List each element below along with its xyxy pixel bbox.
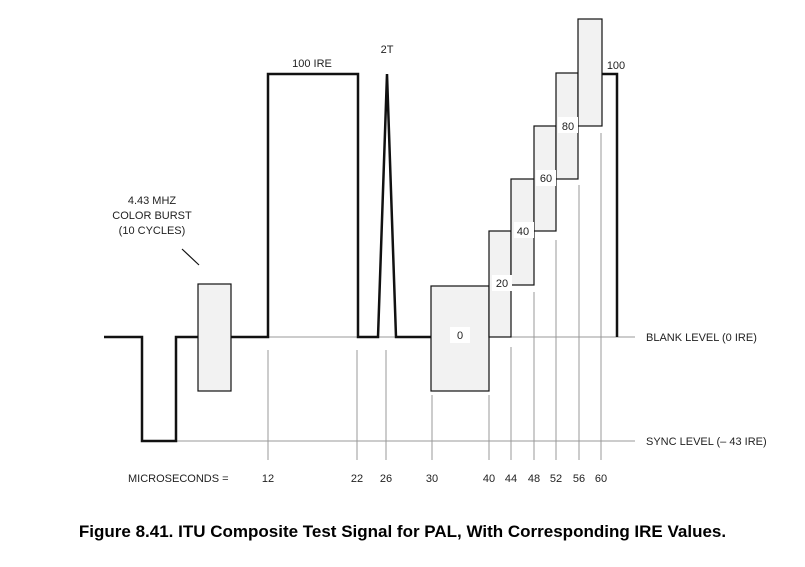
tick-56: 56 <box>573 473 585 485</box>
burst-label-3: (10 CYCLES) <box>119 225 186 237</box>
step-label-40: 40 <box>517 226 529 238</box>
step-label-100: 100 <box>607 60 625 72</box>
time-tick-lines <box>267 133 602 460</box>
tick-26: 26 <box>380 473 392 485</box>
tick-40: 40 <box>483 473 495 485</box>
burst-label-1: 4.43 MHZ <box>128 195 177 207</box>
tick-44: 44 <box>505 473 517 485</box>
waveform <box>104 335 198 443</box>
ire100-label: 100 IRE <box>292 58 332 70</box>
waveform-2 <box>231 72 431 339</box>
burst-pointer <box>181 248 200 266</box>
step-box-100 <box>577 18 603 127</box>
sync-level-label: SYNC LEVEL (– 43 IRE) <box>646 436 767 448</box>
tick-60: 60 <box>595 473 607 485</box>
step-label-0: 0 <box>457 330 463 342</box>
step-label-20: 20 <box>496 278 508 290</box>
burst-label-2: COLOR BURST <box>112 210 192 222</box>
color-burst-box <box>197 283 232 392</box>
blank-level-label: BLANK LEVEL (0 IRE) <box>646 332 757 344</box>
two-t-label: 2T <box>381 44 394 56</box>
tick-22: 22 <box>351 473 363 485</box>
step-label-60: 60 <box>540 173 552 185</box>
step-label-80: 80 <box>562 121 574 133</box>
tick-12: 12 <box>262 473 274 485</box>
tick-30: 30 <box>426 473 438 485</box>
figure-caption: Figure 8.41. ITU Composite Test Signal f… <box>78 522 727 541</box>
microseconds-label: MICROSECONDS = <box>128 473 229 485</box>
waveform-3 <box>602 72 619 337</box>
tick-52: 52 <box>550 473 562 485</box>
tick-48: 48 <box>528 473 540 485</box>
